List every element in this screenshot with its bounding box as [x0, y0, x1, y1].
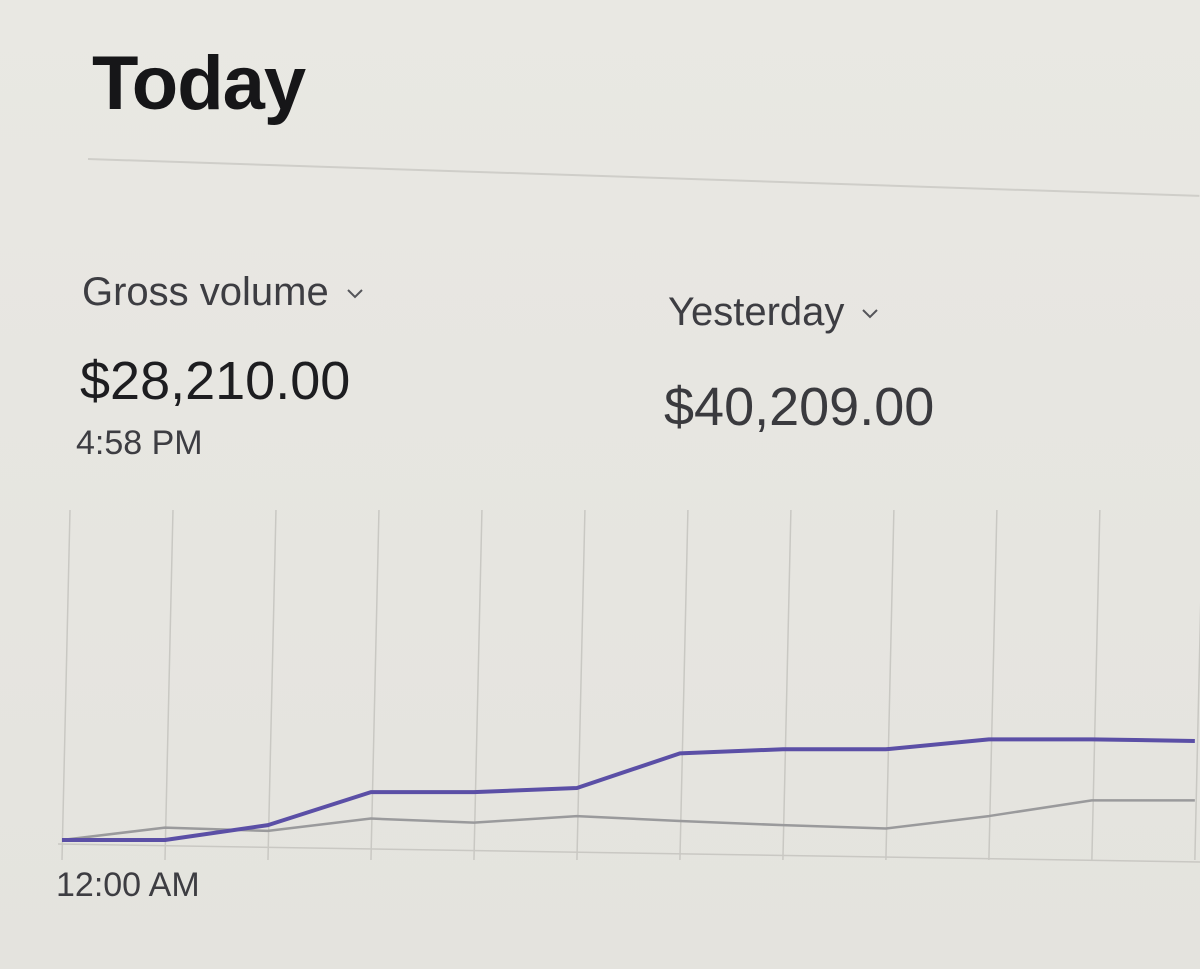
chart-gridline: [370, 509, 380, 861]
metric-dropdown-label: Gross volume: [82, 270, 329, 314]
gross-volume-value: $28,210.00: [80, 351, 351, 411]
chart-gridline: [576, 509, 586, 861]
chart-gridline: [267, 509, 277, 861]
x-axis-start-label: 12:00 AM: [56, 866, 200, 904]
chevron-down-icon: [862, 308, 879, 318]
page-title: Today: [92, 41, 306, 126]
chart-gridline: [782, 509, 792, 861]
chart-gridline: [473, 509, 483, 861]
current-time-label: 4:58 PM: [76, 424, 203, 462]
gross-volume-chart[interactable]: [0, 490, 1200, 890]
chart-gridline: [164, 509, 174, 861]
chevron-down-icon: [347, 288, 363, 298]
chart-gridline: [61, 509, 71, 861]
chart-gridline: [1194, 601, 1200, 861]
chart-gridline: [885, 509, 895, 861]
chart-gridline: [679, 509, 689, 861]
chart-gridline: [988, 509, 998, 861]
comparison-value: $40,209.00: [664, 377, 935, 437]
metric-dropdown[interactable]: Gross volume: [82, 270, 367, 315]
series-line-today: [62, 737, 1195, 842]
chart-baseline: [57, 843, 1200, 863]
comparison-dropdown[interactable]: Yesterday: [668, 290, 882, 335]
chart-gridline: [1091, 509, 1101, 861]
series-line-yesterday: [61, 799, 1195, 842]
comparison-dropdown-label: Yesterday: [668, 290, 845, 334]
header-divider: [87, 158, 1200, 197]
